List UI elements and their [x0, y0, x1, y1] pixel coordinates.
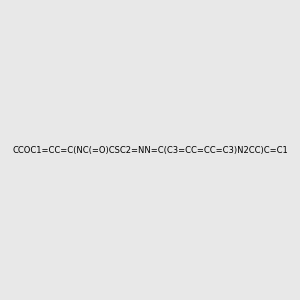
Text: CCOC1=CC=C(NC(=O)CSC2=NN=C(C3=CC=CC=C3)N2CC)C=C1: CCOC1=CC=C(NC(=O)CSC2=NN=C(C3=CC=CC=C3)N…: [12, 146, 288, 154]
